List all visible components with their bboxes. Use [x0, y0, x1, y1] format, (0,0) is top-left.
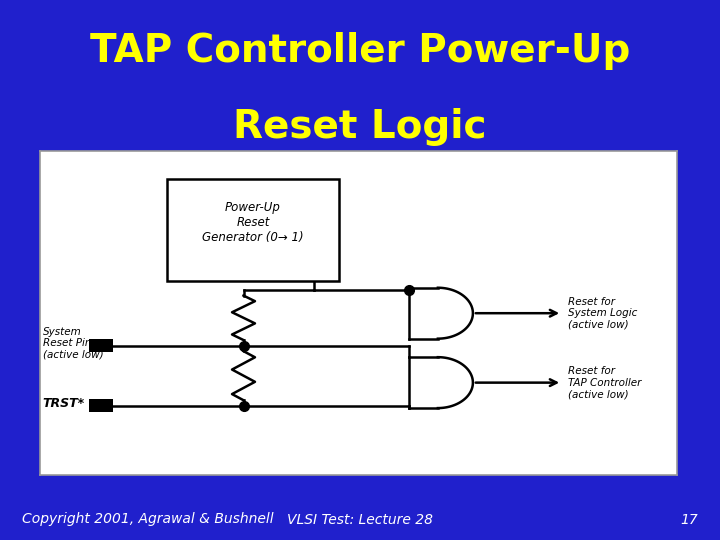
- Bar: [167, 179, 339, 281]
- Text: 17: 17: [680, 512, 698, 526]
- Text: Power-Up
Reset
Generator (0→ 1): Power-Up Reset Generator (0→ 1): [202, 201, 304, 245]
- Bar: [89, 399, 113, 412]
- Text: Reset for
System Logic
(active low): Reset for System Logic (active low): [569, 296, 638, 330]
- Text: TAP Controller Power-Up: TAP Controller Power-Up: [90, 32, 630, 70]
- Text: Power-Up
Reset
Generator (0→ 1): Power-Up Reset Generator (0→ 1): [218, 201, 320, 245]
- Text: Copyright 2001, Agrawal & Bushnell: Copyright 2001, Agrawal & Bushnell: [22, 512, 273, 526]
- Text: VLSI Test: Lecture 28: VLSI Test: Lecture 28: [287, 512, 433, 526]
- Bar: [89, 339, 113, 352]
- Text: Reset Logic: Reset Logic: [233, 108, 487, 146]
- Text: Reset for
TAP Controller
(active low): Reset for TAP Controller (active low): [569, 366, 642, 399]
- Text: System
Reset Pin
(active low): System Reset Pin (active low): [42, 327, 104, 360]
- Text: TRST*: TRST*: [42, 397, 85, 410]
